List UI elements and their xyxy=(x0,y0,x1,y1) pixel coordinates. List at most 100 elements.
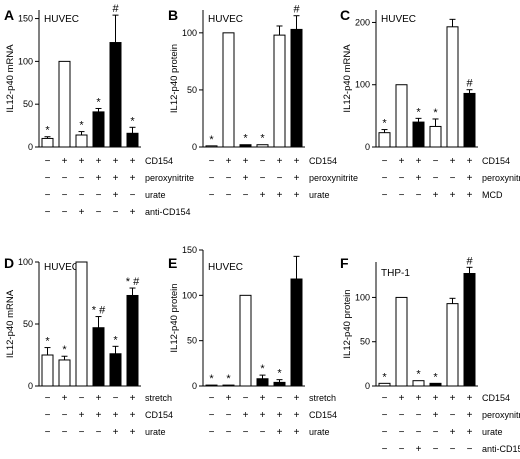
significance-mark: * # xyxy=(92,305,106,317)
bar xyxy=(92,327,105,387)
condition-symbol: + xyxy=(277,190,283,201)
significance-mark: # xyxy=(293,4,300,16)
condition-symbol: − xyxy=(382,444,388,455)
y-axis-title: IL12-p40 mRNA xyxy=(5,289,16,358)
bar xyxy=(378,132,391,148)
condition-symbol: + xyxy=(433,410,439,421)
bar xyxy=(412,380,425,387)
y-tick-label: 0 xyxy=(28,142,33,152)
cell-type-label: HUVEC xyxy=(381,14,416,25)
significance-mark: * xyxy=(45,125,50,137)
condition-symbol: − xyxy=(79,190,85,201)
condition-symbol: − xyxy=(209,156,215,167)
condition-symbol: − xyxy=(209,427,215,438)
condition-symbol: − xyxy=(209,173,215,184)
condition-symbol: − xyxy=(243,393,249,404)
bar xyxy=(109,42,122,148)
bar xyxy=(58,359,71,387)
condition-symbol: + xyxy=(467,156,473,167)
condition-symbol: − xyxy=(130,190,136,201)
condition-symbol: − xyxy=(399,427,405,438)
condition-symbol: − xyxy=(382,156,388,167)
y-tick-label: 100 xyxy=(18,56,33,66)
condition-symbol: − xyxy=(243,427,249,438)
condition-symbol: + xyxy=(79,410,85,421)
y-axis-title: IL12-p40 protein xyxy=(169,44,180,113)
condition-symbol: + xyxy=(130,393,136,404)
bar xyxy=(429,382,442,387)
condition-symbol: − xyxy=(45,190,51,201)
condition-symbol: + xyxy=(113,190,119,201)
bar xyxy=(205,145,218,148)
bar xyxy=(273,381,286,387)
condition-symbol: + xyxy=(62,156,68,167)
y-axis-title: IL12-p40 protein xyxy=(342,289,353,358)
panel-letter: F xyxy=(340,255,349,271)
condition-label: anti-CD154 xyxy=(145,207,191,217)
condition-symbol: − xyxy=(45,427,51,438)
condition-symbol: − xyxy=(399,444,405,455)
condition-symbol: − xyxy=(79,393,85,404)
condition-symbol: − xyxy=(243,190,249,201)
condition-label: stretch xyxy=(309,393,336,403)
condition-symbol: − xyxy=(96,427,102,438)
y-tick-label: 0 xyxy=(365,142,370,152)
significance-mark: * xyxy=(382,371,387,383)
condition-label: urate xyxy=(309,190,330,200)
bar xyxy=(395,84,408,148)
y-tick-label: 200 xyxy=(355,17,370,27)
bar xyxy=(41,354,54,387)
condition-label: CD154 xyxy=(145,410,173,420)
significance-mark: * xyxy=(62,344,67,356)
bar xyxy=(429,125,442,148)
condition-symbol: + xyxy=(113,410,119,421)
bar xyxy=(222,32,235,148)
condition-symbol: + xyxy=(260,393,266,404)
condition-symbol: − xyxy=(260,427,266,438)
y-tick-label: 50 xyxy=(23,99,33,109)
bar xyxy=(222,384,235,387)
bar xyxy=(205,384,218,387)
condition-label: urate xyxy=(309,427,330,437)
condition-symbol: + xyxy=(399,393,405,404)
condition-symbol: − xyxy=(399,190,405,201)
bar xyxy=(463,92,476,148)
condition-label: anti-CD154 xyxy=(482,444,520,454)
condition-symbol: + xyxy=(467,427,473,438)
y-tick-label: 100 xyxy=(182,290,197,300)
condition-symbol: − xyxy=(62,190,68,201)
bar xyxy=(273,34,286,148)
condition-symbol: − xyxy=(62,427,68,438)
condition-symbol: + xyxy=(113,173,119,184)
condition-symbol: + xyxy=(294,173,300,184)
condition-symbol: − xyxy=(226,173,232,184)
condition-symbol: − xyxy=(45,410,51,421)
y-tick-label: 0 xyxy=(365,381,370,391)
significance-mark: * xyxy=(382,118,387,130)
y-axis-title: IL12-p40 mRNA xyxy=(5,44,16,113)
bar xyxy=(58,60,71,148)
condition-symbol: + xyxy=(450,190,456,201)
condition-symbol: + xyxy=(294,410,300,421)
condition-label: stretch xyxy=(145,393,172,403)
y-axis-title: IL12-p40 mRNA xyxy=(342,44,353,113)
condition-symbol: + xyxy=(294,156,300,167)
condition-symbol: + xyxy=(467,190,473,201)
condition-symbol: − xyxy=(467,444,473,455)
significance-mark: # xyxy=(466,78,473,90)
condition-symbol: − xyxy=(79,427,85,438)
condition-symbol: + xyxy=(96,410,102,421)
condition-symbol: − xyxy=(399,173,405,184)
condition-symbol: + xyxy=(243,156,249,167)
cell-type-label: HUVEC xyxy=(44,262,79,273)
condition-symbol: − xyxy=(209,393,215,404)
condition-label: CD154 xyxy=(145,156,173,166)
condition-label: CD154 xyxy=(482,156,510,166)
condition-symbol: + xyxy=(294,190,300,201)
condition-symbol: + xyxy=(416,393,422,404)
condition-symbol: − xyxy=(382,410,388,421)
bar xyxy=(239,294,252,387)
condition-symbol: − xyxy=(382,393,388,404)
